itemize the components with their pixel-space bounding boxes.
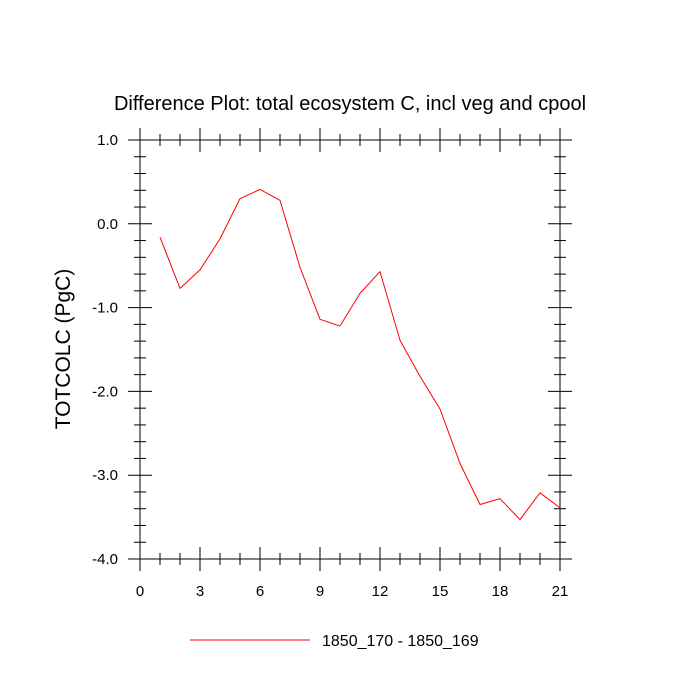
- x-tick-label: 0: [136, 583, 144, 600]
- y-tick-label: -1.0: [92, 300, 118, 317]
- legend: 1850_170 - 1850_169: [190, 633, 479, 650]
- legend-label: 1850_170 - 1850_169: [322, 633, 479, 650]
- series-line: [159, 188, 561, 521]
- chart-title: Difference Plot: total ecosystem C, incl…: [114, 93, 586, 115]
- axis-ticks: [128, 128, 572, 571]
- x-tick-label: 15: [432, 583, 449, 600]
- tick-labels: 0 3 6 9 12 15 18 21 1.0 0.0 -1.0 -2.0 -3.0 -4.0: [92, 132, 568, 600]
- x-tick-label: 3: [196, 583, 204, 600]
- y-tick-label: -3.0: [92, 467, 118, 484]
- series-lines: [159, 188, 561, 521]
- x-tick-label: 18: [492, 583, 509, 600]
- y-tick-label: 1.0: [97, 132, 118, 149]
- x-tick-label: 6: [256, 583, 264, 600]
- y-tick-label: 0.0: [97, 216, 118, 233]
- y-tick-label: -2.0: [92, 383, 118, 400]
- x-tick-label: 9: [316, 583, 324, 600]
- y-axis-label: TOTCOLC (PgC): [52, 269, 75, 430]
- x-tick-label: 12: [372, 583, 389, 600]
- plot-frame: [139, 139, 561, 560]
- y-tick-label: -4.0: [92, 551, 118, 568]
- x-tick-label: 21: [552, 583, 569, 600]
